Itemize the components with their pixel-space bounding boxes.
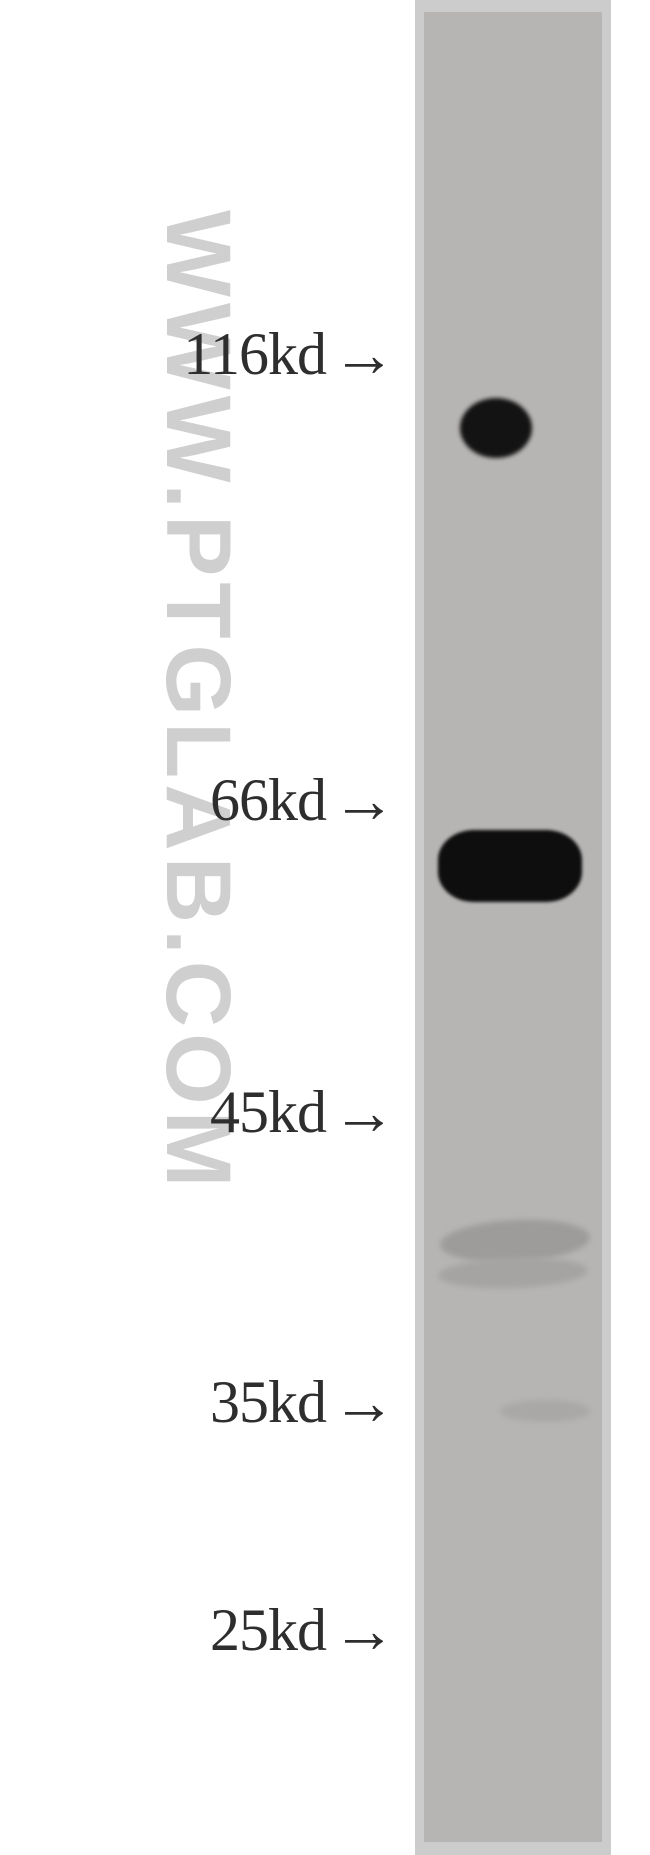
- marker-label: 116kd: [183, 320, 326, 389]
- band-upper: [460, 398, 532, 458]
- western-blot-figure: WWW.PTGLAB.COM 116kd → 66kd → 45kd → 35k…: [0, 0, 650, 1855]
- marker-label: 66kd: [210, 766, 326, 835]
- arrow-icon: →: [332, 769, 396, 833]
- arrow-icon: →: [332, 1599, 396, 1663]
- marker-116kd: 116kd →: [183, 320, 396, 389]
- marker-25kd: 25kd →: [210, 1596, 396, 1665]
- marker-label: 35kd: [210, 1368, 326, 1437]
- arrow-icon: →: [332, 1371, 396, 1435]
- marker-66kd: 66kd →: [210, 766, 396, 835]
- marker-35kd: 35kd →: [210, 1368, 396, 1437]
- marker-label: 25kd: [210, 1596, 326, 1665]
- band-main: [438, 830, 582, 902]
- blot-lane: [424, 12, 602, 1842]
- watermark-text: WWW.PTGLAB.COM: [145, 210, 250, 1730]
- marker-label: 45kd: [210, 1078, 326, 1147]
- smudge-3: [500, 1400, 590, 1422]
- arrow-icon: →: [332, 1081, 396, 1145]
- marker-45kd: 45kd →: [210, 1078, 396, 1147]
- arrow-icon: →: [332, 323, 396, 387]
